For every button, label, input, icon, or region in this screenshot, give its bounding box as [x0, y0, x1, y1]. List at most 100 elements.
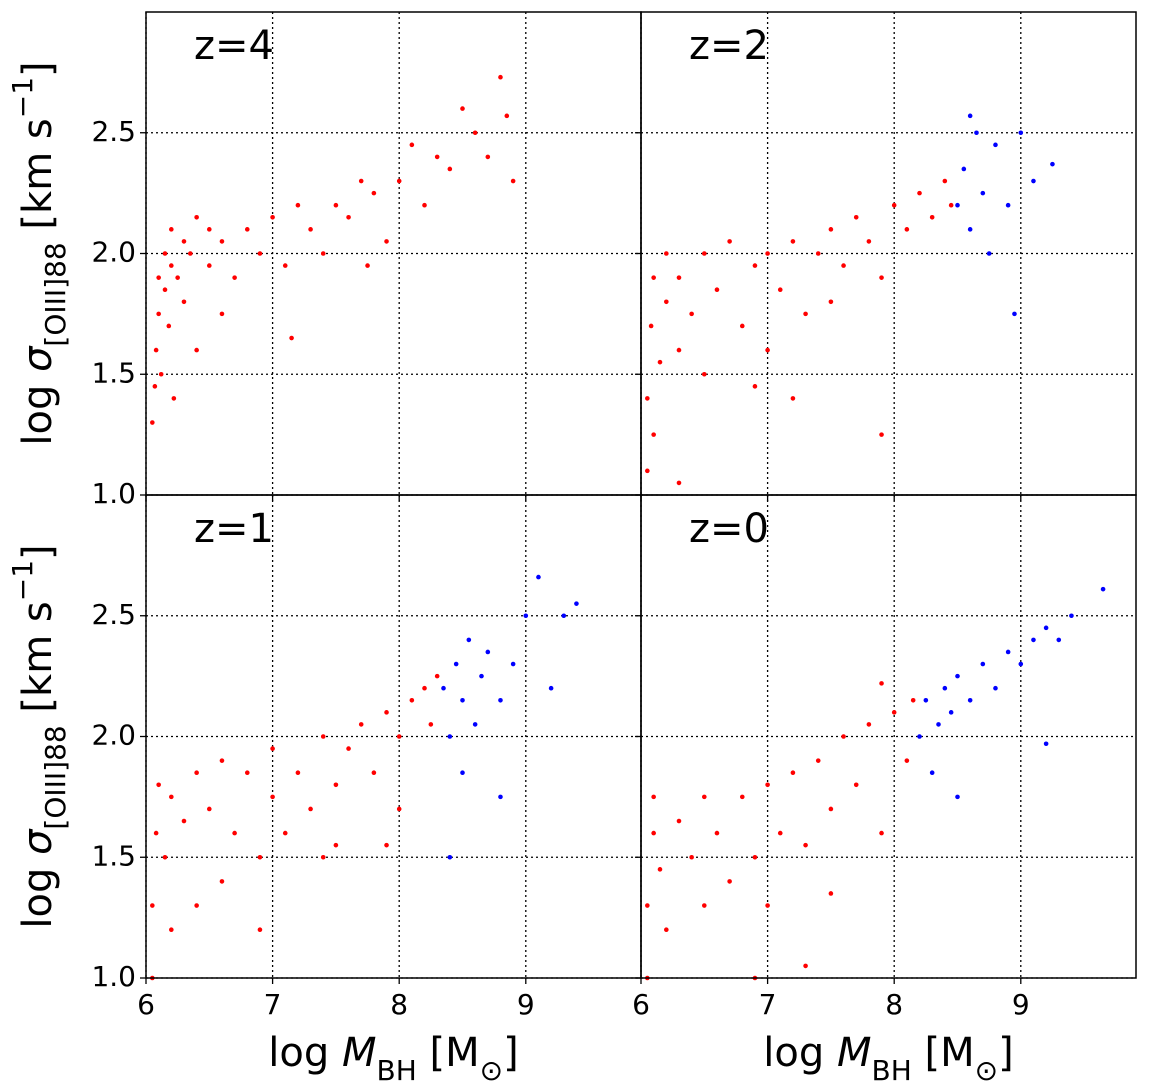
point — [447, 166, 453, 172]
point — [188, 251, 193, 256]
y-label-part: [km s — [15, 601, 61, 725]
point — [853, 214, 859, 220]
point — [879, 681, 884, 686]
y-label-part: [km s — [15, 118, 61, 242]
y-axis-label: log σ[OIII]88 [km s−1] — [6, 61, 72, 445]
point — [815, 251, 821, 256]
point — [498, 794, 503, 800]
point — [453, 661, 459, 667]
point — [923, 697, 929, 703]
point — [169, 794, 174, 800]
point — [910, 697, 916, 703]
point — [645, 903, 650, 908]
point — [955, 673, 960, 679]
point — [1100, 586, 1106, 592]
point — [1050, 161, 1055, 167]
point — [152, 384, 158, 389]
y-label-part: ] — [15, 544, 61, 560]
point — [739, 323, 745, 329]
point — [657, 359, 663, 365]
point — [561, 613, 567, 619]
point — [194, 903, 199, 908]
point — [153, 347, 159, 353]
point — [320, 854, 326, 860]
point — [993, 142, 998, 148]
y-label-part: −1 — [6, 560, 39, 601]
point — [365, 263, 370, 268]
point — [156, 275, 161, 280]
x-tick-label: 7 — [264, 988, 282, 1021]
point — [257, 854, 263, 860]
point — [765, 782, 770, 788]
point — [219, 311, 225, 317]
panel: 1.0 1.5 2.0 2.5 6 7 8 9 z=1 log σ[OIII]88 [km s−1… — [6, 494, 642, 1087]
point — [282, 830, 288, 836]
x-tick-label: 8 — [390, 988, 408, 1021]
point — [460, 697, 465, 703]
point — [689, 311, 694, 317]
point — [156, 311, 161, 317]
x-label-part: BH — [872, 1054, 912, 1087]
point — [485, 154, 491, 160]
x-label-part: ⊙ — [480, 1054, 503, 1087]
x-tick-label: 6 — [137, 988, 155, 1021]
point — [1056, 637, 1062, 643]
point — [904, 758, 910, 763]
y-label-part: log — [15, 855, 61, 929]
point — [777, 287, 783, 293]
point — [466, 637, 472, 643]
point — [169, 263, 174, 268]
point — [676, 275, 682, 280]
point — [701, 251, 707, 256]
point — [790, 239, 796, 244]
point — [447, 734, 453, 739]
point — [333, 782, 339, 788]
point — [460, 770, 465, 776]
point — [447, 854, 453, 860]
point — [257, 251, 263, 256]
point — [333, 842, 339, 848]
point — [651, 275, 656, 280]
point — [879, 830, 884, 836]
point — [510, 178, 516, 184]
point — [308, 227, 313, 232]
point — [664, 299, 669, 305]
point — [169, 227, 174, 232]
point — [948, 710, 954, 715]
point — [701, 371, 707, 377]
point — [714, 287, 720, 293]
point — [955, 202, 960, 208]
point — [150, 420, 155, 425]
point — [891, 710, 897, 715]
point — [765, 347, 770, 353]
point — [206, 806, 212, 812]
point — [917, 734, 922, 739]
point — [510, 661, 516, 667]
point — [175, 275, 180, 280]
point — [333, 202, 339, 208]
point — [346, 214, 351, 220]
point — [153, 830, 159, 836]
point — [866, 722, 872, 727]
y-tick-label: 2.5 — [91, 598, 136, 631]
x-label-part: M — [837, 1030, 872, 1076]
point — [219, 239, 225, 244]
point — [1005, 649, 1011, 655]
point — [841, 734, 846, 739]
y-tick-label: 2.0 — [91, 236, 136, 269]
point — [942, 178, 948, 184]
point — [651, 794, 656, 800]
y-label-part: −1 — [6, 77, 39, 118]
point — [739, 794, 745, 800]
point — [384, 710, 389, 715]
point — [371, 190, 377, 196]
point — [289, 335, 294, 341]
point — [434, 154, 440, 160]
point — [194, 214, 199, 220]
point — [752, 263, 758, 268]
point — [479, 673, 484, 679]
point — [752, 384, 758, 389]
point — [1012, 311, 1017, 317]
point — [371, 770, 377, 776]
